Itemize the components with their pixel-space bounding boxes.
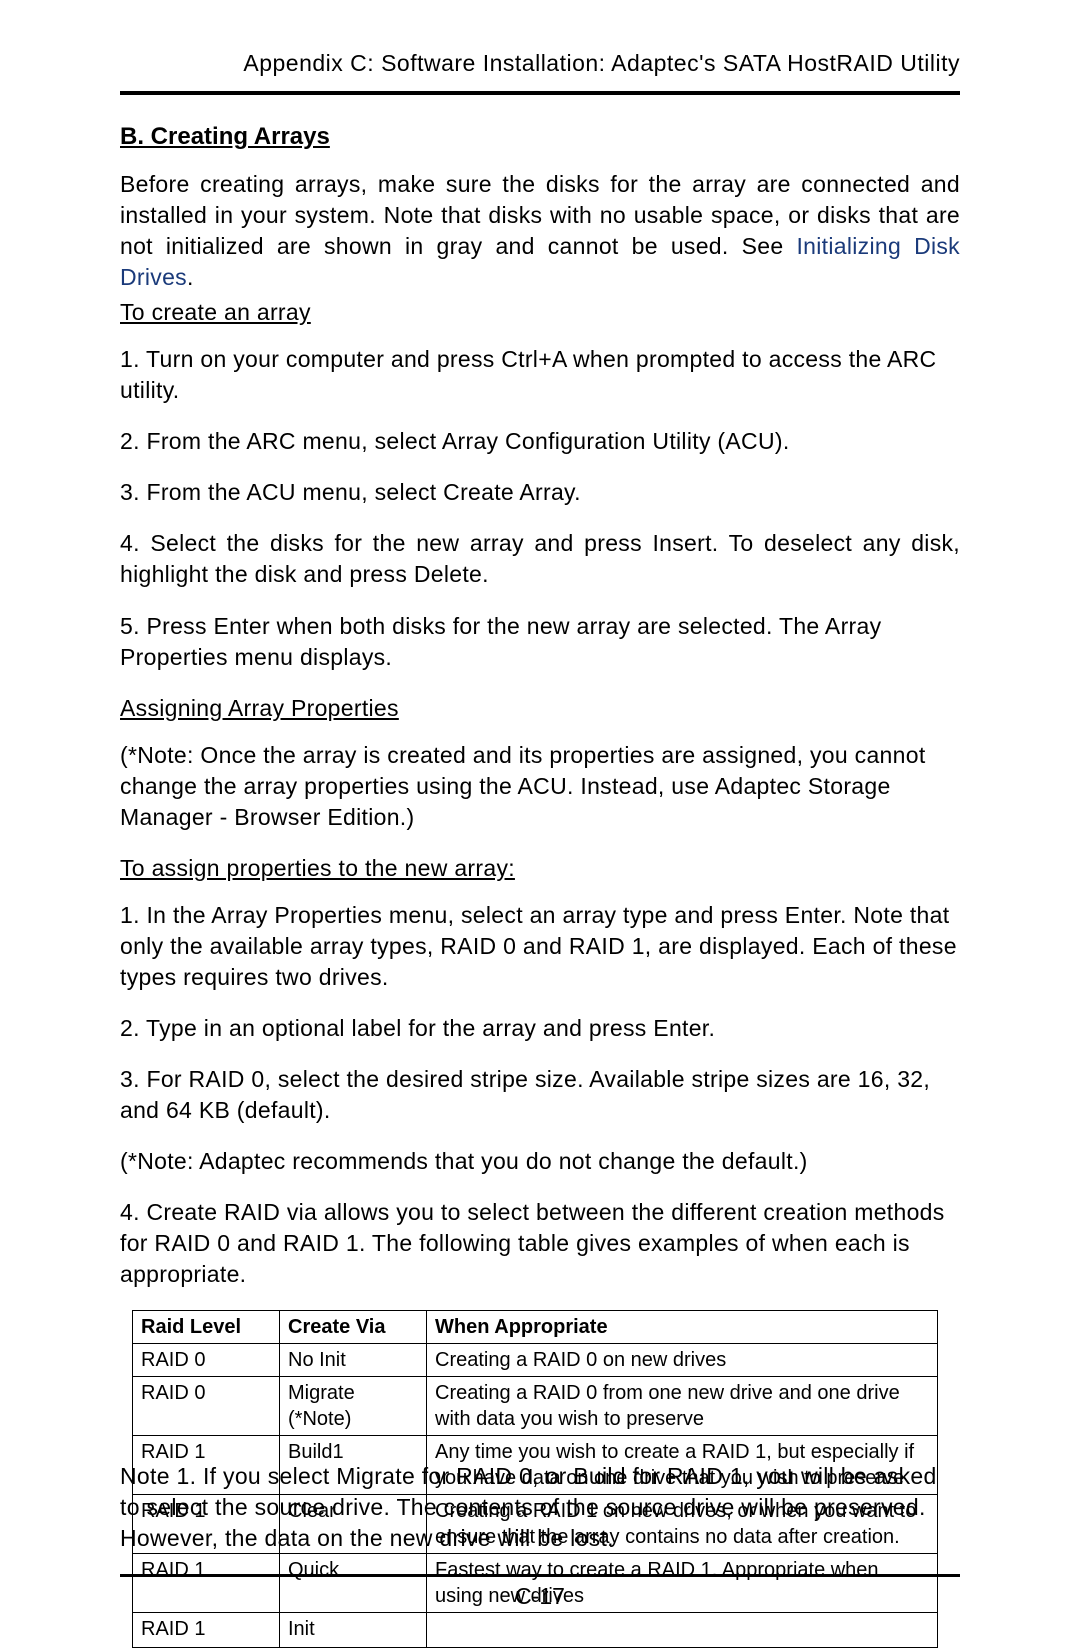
- col-raid-level: Raid Level: [133, 1311, 280, 1344]
- cell: [427, 1613, 938, 1648]
- cell: Init: [280, 1613, 427, 1648]
- table-row: RAID 1 Init: [133, 1613, 938, 1648]
- table-row: RAID 0 No Init Creating a RAID 0 on new …: [133, 1344, 938, 1377]
- cell: RAID 0: [133, 1377, 280, 1436]
- step-2: 2. From the ARC menu, select Array Confi…: [120, 426, 960, 457]
- col-when-appropriate: When Appropriate: [427, 1311, 938, 1344]
- cell: Creating a RAID 0 from one new drive and…: [427, 1377, 938, 1436]
- page-number: C-17: [120, 1583, 960, 1610]
- footnote: Note 1. If you select Migrate for RAID 0…: [120, 1461, 960, 1554]
- to-create-array-heading: To create an array: [120, 297, 960, 328]
- running-head: Appendix C: Software Installation: Adapt…: [120, 50, 960, 77]
- rule-bottom: [120, 1574, 960, 1577]
- cell: No Init: [280, 1344, 427, 1377]
- cell: Creating a RAID 0 on new drives: [427, 1344, 938, 1377]
- prop-step-4: 4. Create RAID via allows you to select …: [120, 1197, 960, 1290]
- cell: RAID 0: [133, 1344, 280, 1377]
- cell: Migrate (*Note): [280, 1377, 427, 1436]
- step-1: 1. Turn on your computer and press Ctrl+…: [120, 344, 960, 406]
- intro-text-2: .: [187, 264, 194, 290]
- intro-paragraph: Before creating arrays, make sure the di…: [120, 169, 960, 293]
- prop-step-1: 1. In the Array Properties menu, select …: [120, 900, 960, 993]
- cell: RAID 1: [133, 1613, 280, 1648]
- table-header-row: Raid Level Create Via When Appropriate: [133, 1311, 938, 1344]
- step-3: 3. From the ACU menu, select Create Arra…: [120, 477, 960, 508]
- step-4: 4. Select the disks for the new array an…: [120, 528, 960, 590]
- note-acu: (*Note: Once the array is created and it…: [120, 740, 960, 833]
- prop-step-3: 3. For RAID 0, select the desired stripe…: [120, 1064, 960, 1126]
- col-create-via: Create Via: [280, 1311, 427, 1344]
- to-assign-properties-heading: To assign properties to the new array:: [120, 853, 960, 884]
- prop-step-2: 2. Type in an optional label for the arr…: [120, 1013, 960, 1044]
- table-row: RAID 0 Migrate (*Note) Creating a RAID 0…: [133, 1377, 938, 1436]
- section-title: B. Creating Arrays: [120, 123, 960, 151]
- assigning-properties-heading: Assigning Array Properties: [120, 693, 960, 724]
- step-5: 5. Press Enter when both disks for the n…: [120, 611, 960, 673]
- note-stripe: (*Note: Adaptec recommends that you do n…: [120, 1146, 960, 1177]
- rule-top: [120, 91, 960, 95]
